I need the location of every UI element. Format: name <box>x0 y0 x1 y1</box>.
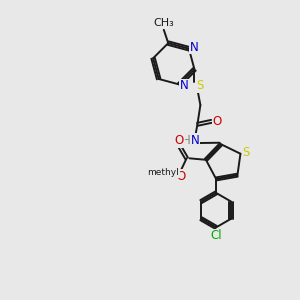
Text: O: O <box>176 170 185 183</box>
Text: O: O <box>175 134 184 147</box>
Text: methyl: methyl <box>148 168 179 177</box>
Text: CH₃: CH₃ <box>153 18 174 28</box>
Text: S: S <box>242 146 250 159</box>
Text: O: O <box>213 115 222 128</box>
Text: N: N <box>179 80 188 92</box>
Text: N: N <box>191 134 200 147</box>
Text: H: H <box>182 134 190 147</box>
Text: Cl: Cl <box>210 229 222 242</box>
Text: N: N <box>190 41 199 54</box>
Text: S: S <box>196 79 203 92</box>
